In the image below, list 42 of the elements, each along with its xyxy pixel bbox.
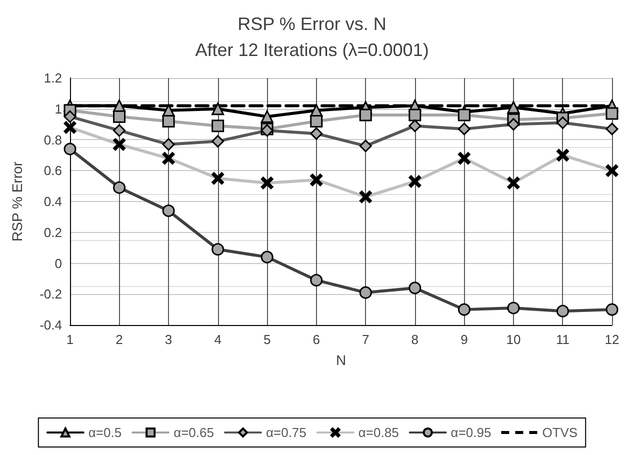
point	[113, 110, 126, 123]
x-axis-title: N	[336, 352, 346, 368]
y-tick-label: 0	[54, 256, 62, 271]
legend-label: OTVS	[542, 425, 578, 440]
y-tick-label: -0.2	[40, 286, 62, 302]
x-tick-label: 5	[263, 332, 271, 347]
point	[212, 120, 224, 132]
point	[310, 114, 323, 128]
point	[458, 108, 470, 122]
y-tick-label: 1	[54, 101, 62, 116]
point	[606, 107, 618, 120]
point	[162, 114, 175, 128]
x-tick-label: 9	[460, 332, 468, 347]
point	[260, 110, 274, 123]
y-axis-title: RSP % Error	[9, 161, 25, 242]
x-tick-label: 12	[604, 332, 620, 347]
y-tick-label: 0.4	[44, 194, 62, 209]
y-tick-label: 0.8	[44, 132, 62, 148]
point	[359, 108, 372, 122]
legend-label: α=0.5	[88, 425, 122, 440]
x-tick-label: 2	[116, 332, 123, 347]
x-tick-label: 11	[556, 332, 570, 347]
chart-subtitle: After 12 Iterations (λ=0.0001)	[195, 40, 429, 60]
x-tick-label: 6	[312, 332, 320, 347]
x-tick-label: 8	[411, 332, 419, 347]
y-tick-label: 0.2	[44, 224, 62, 240]
y-tick-label: 0.6	[44, 163, 62, 178]
y-tick-label: -0.4	[40, 318, 62, 332]
legend-label: α=0.75	[266, 425, 306, 440]
point	[507, 101, 520, 114]
legend-label: α=0.95	[450, 425, 492, 440]
x-tick-label: 3	[164, 332, 172, 347]
legend-label: α=0.65	[174, 425, 214, 440]
x-tick-label: 1	[66, 332, 74, 347]
x-tick-label: 7	[362, 332, 370, 347]
x-tick-label: 4	[214, 332, 222, 347]
x-tick-label: 10	[506, 332, 521, 347]
legend-label: α=0.85	[358, 425, 399, 440]
point	[212, 102, 224, 116]
y-tick-label: 1.2	[44, 70, 62, 86]
point	[408, 108, 422, 122]
chart-title: RSP % Error vs. N	[238, 14, 386, 34]
